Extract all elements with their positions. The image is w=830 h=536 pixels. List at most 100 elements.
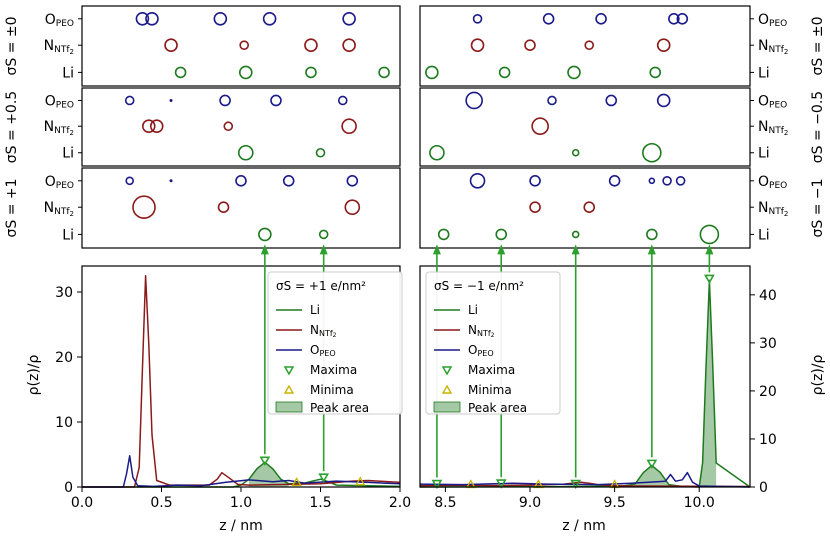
maximum-marker	[646, 459, 658, 469]
panel-sigma-label: σS = +1	[4, 178, 20, 237]
series-opeo-line	[82, 455, 401, 488]
legend-li-label: Li	[310, 303, 320, 317]
li-bubble	[571, 230, 580, 239]
ytick-label: 20	[759, 384, 777, 400]
li-bubble	[425, 65, 439, 80]
xtick-label: 0.5	[150, 495, 172, 511]
left-bubble-panel-3: OPEO NNTf2 Li σS = +1	[4, 167, 401, 249]
row-label-ntf2: NNTf2	[44, 119, 74, 137]
xtick-label: 2.0	[389, 495, 411, 511]
legend-peak-area-label: Peak area	[310, 401, 369, 415]
left-density-plot: 0.0 0.5 1.0 1.5 2.0 0 10 20 30	[55, 265, 411, 511]
panel-sigma-label: σS = −0.5	[810, 91, 826, 163]
xtick-label: 1.0	[230, 495, 252, 511]
row-label-ntf2: NNTf2	[758, 119, 788, 137]
row-label-ntf2: NNTf2	[758, 200, 788, 218]
legend-maxima-swatch	[283, 366, 295, 376]
xtick-label: 9.0	[519, 495, 541, 511]
legend-peak-area-swatch	[275, 401, 303, 413]
maximum-marker	[431, 479, 443, 490]
right-xlabel: z / nm	[562, 518, 605, 534]
li-bubble	[238, 65, 253, 80]
opeo-bubble	[547, 95, 557, 106]
opeo-bubble	[270, 94, 282, 107]
legend-li-label: Li	[468, 303, 478, 317]
opeo-bubble	[125, 176, 134, 186]
panel-frame	[81, 167, 401, 249]
ytick-label: 0	[64, 480, 73, 496]
legend-minima-swatch	[441, 384, 453, 394]
xtick-label: 8.5	[434, 495, 456, 511]
legend-box	[425, 271, 561, 415]
panel-frame	[419, 5, 751, 87]
opeo-bubble	[342, 11, 356, 26]
panel-frame	[419, 167, 751, 249]
arrow-head	[319, 244, 328, 255]
opeo-bubble	[219, 94, 231, 107]
opeo-bubble	[262, 11, 277, 26]
opeo-bubble	[169, 179, 173, 183]
li-bubble	[642, 142, 662, 163]
series-li-line	[82, 461, 401, 488]
row-label-ntf2: NNTf2	[44, 38, 74, 56]
ytick-label: 0	[759, 480, 768, 496]
series-ntf2-line	[82, 275, 401, 488]
row-label-opeo: OPEO	[45, 174, 74, 191]
ntf2-bubble	[239, 40, 249, 51]
opeo-bubble	[472, 13, 483, 24]
ytick-label: 10	[759, 432, 777, 448]
row-label-li: Li	[758, 227, 770, 243]
legend-maxima-swatch	[441, 366, 453, 376]
right-bubble-panel-2: OPEO NNTf2 Li σS = −0.5	[419, 87, 826, 167]
series-ntf2-line	[419, 481, 751, 488]
li-bubble	[495, 228, 508, 241]
legend-right: σS = −1 e/nm² Li NNTf2 OPEO Maxima Minima Peak…	[425, 271, 561, 415]
opeo-bubble	[213, 11, 228, 26]
legend-minima-label: Minima	[310, 383, 354, 397]
maximum-marker	[259, 456, 271, 466]
xtick-label: 0.0	[71, 495, 93, 511]
minimum-marker	[355, 476, 366, 486]
panel-sigma-label: σS = ±0	[4, 16, 20, 75]
ntf2-bubble	[304, 38, 318, 53]
arrow-head	[647, 244, 656, 255]
legend-maxima-label: Maxima	[310, 363, 357, 377]
li-bubble	[378, 66, 390, 79]
ntf2-bubble	[341, 118, 357, 135]
opeo-bubble	[124, 95, 135, 106]
opeo-bubble	[169, 98, 173, 102]
xtick-label: 9.5	[603, 495, 625, 511]
row-label-li: Li	[758, 65, 770, 81]
li-bubble	[498, 66, 511, 79]
arrow-head	[571, 244, 580, 255]
opeo-bubble	[656, 93, 671, 108]
opeo-bubble	[529, 175, 541, 187]
maximum-marker	[318, 473, 330, 483]
ntf2-bubble	[524, 39, 536, 52]
li-bubble	[699, 224, 720, 245]
opeo-bubble	[676, 12, 689, 25]
opeo-bubble	[648, 177, 656, 185]
li-bubble	[258, 227, 272, 242]
opeo-bubble	[605, 94, 618, 107]
series-opeo-line	[419, 471, 751, 488]
right-density-plot: 8.5 9.0 9.5 10.0 0 10 20 30 40	[419, 265, 777, 511]
right-ylabel: ρ(z)/ρ	[810, 355, 826, 396]
ntf2-bubble	[583, 201, 596, 213]
row-label-li: Li	[62, 146, 74, 162]
ntf2-bubble	[344, 199, 361, 215]
opeo-bubble	[282, 175, 295, 187]
xtick-label: 10.0	[684, 495, 715, 511]
ntf2-bubble	[584, 40, 595, 51]
ytick-label: 20	[55, 350, 73, 366]
legend-peak-area-swatch	[433, 401, 461, 413]
arrow-head	[260, 244, 269, 255]
arrow-head	[497, 244, 506, 255]
opeo-bubble	[542, 12, 555, 25]
row-label-ntf2: NNTf2	[44, 200, 74, 218]
row-label-li: Li	[62, 227, 74, 243]
ytick-label: 10	[55, 415, 73, 431]
li-bubble	[305, 66, 317, 79]
li-bubble	[437, 228, 450, 241]
